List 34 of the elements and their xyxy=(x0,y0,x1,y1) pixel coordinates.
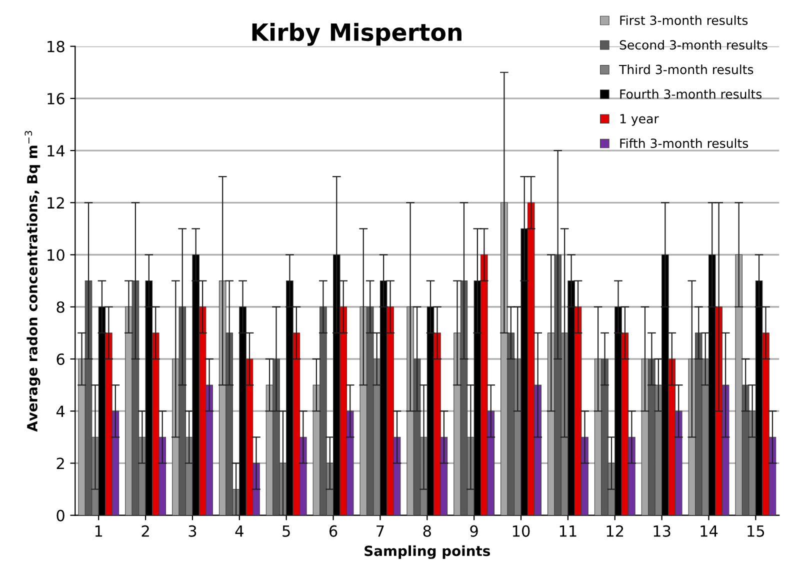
x-tick-label: 15 xyxy=(748,526,764,537)
x-tick-label: 14 xyxy=(700,526,718,537)
x-tick-label: 2 xyxy=(142,525,149,537)
y-tick-label: 12 xyxy=(48,197,64,208)
y-tick-label: 16 xyxy=(48,92,64,104)
legend-label: First 3-month results xyxy=(620,15,748,26)
x-tick-label: 4 xyxy=(235,526,244,537)
y-tick-label: 8 xyxy=(56,301,64,313)
y-tick-label: 6 xyxy=(56,353,64,365)
x-tick-label: 12 xyxy=(606,525,624,537)
y-tick-label: 18 xyxy=(48,40,64,52)
x-tick-label: 7 xyxy=(376,526,384,537)
x-tick-label: 8 xyxy=(423,525,431,537)
x-tick-label: 13 xyxy=(654,525,670,537)
legend-label: 1 year xyxy=(620,114,659,126)
y-tick-label: 10 xyxy=(48,249,64,261)
x-tick-label: 6 xyxy=(329,525,338,537)
x-tick-label: 3 xyxy=(188,525,196,537)
y-axis-title: Average radon concentrations, Bq m$^{−3}$ xyxy=(24,130,40,432)
x-tick-label: 5 xyxy=(282,526,290,537)
y-tick-label: 14 xyxy=(48,145,65,156)
legend-label: Fifth 3-month results xyxy=(620,138,748,148)
legend-label: Fourth 3-month results xyxy=(620,89,762,99)
x-tick-label: 1 xyxy=(95,526,102,537)
x-axis-title: Sampling points xyxy=(364,545,490,559)
x-tick-label: 10 xyxy=(512,525,530,537)
legend-label: Third 3-month results xyxy=(619,64,754,74)
x-tick-label: 9 xyxy=(470,525,478,537)
y-tick-label: 2 xyxy=(56,458,64,470)
legend-label: Second 3-month results xyxy=(620,40,768,50)
x-tick-label: 11 xyxy=(560,526,576,537)
chart-title: Kirby Misperton xyxy=(252,22,462,46)
y-tick-label: 4 xyxy=(56,406,65,417)
y-tick-label: 0 xyxy=(56,510,64,522)
